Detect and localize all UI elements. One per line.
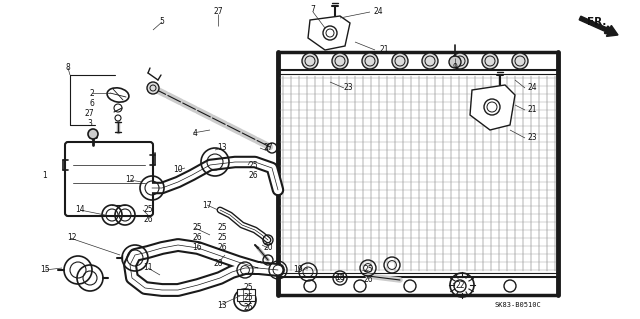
Text: 25: 25 [248, 160, 258, 169]
Text: 20: 20 [263, 243, 273, 253]
Text: SK83-B0510C: SK83-B0510C [495, 302, 541, 308]
Text: 25: 25 [363, 265, 373, 275]
Text: 26: 26 [217, 243, 227, 253]
Text: 26: 26 [243, 303, 253, 313]
Text: 12: 12 [125, 175, 135, 184]
Circle shape [332, 53, 348, 69]
Text: 27: 27 [84, 108, 94, 117]
Text: 12: 12 [67, 234, 77, 242]
Text: 16: 16 [192, 243, 202, 253]
Text: 25: 25 [143, 205, 153, 214]
Polygon shape [308, 16, 350, 50]
Text: 27: 27 [213, 8, 223, 17]
Text: 24: 24 [527, 84, 537, 93]
Text: 4: 4 [193, 129, 197, 137]
Text: 24: 24 [373, 8, 383, 17]
Text: 18: 18 [335, 273, 345, 283]
Circle shape [482, 53, 498, 69]
Circle shape [362, 53, 378, 69]
Text: 22: 22 [455, 280, 465, 290]
Circle shape [147, 82, 159, 94]
Text: 1: 1 [43, 170, 47, 180]
Text: 28: 28 [213, 258, 223, 268]
Text: 13: 13 [217, 300, 227, 309]
Text: 17: 17 [202, 201, 212, 210]
Text: 25: 25 [243, 284, 253, 293]
Circle shape [422, 53, 438, 69]
Text: 26: 26 [143, 216, 153, 225]
Text: 19: 19 [293, 265, 303, 275]
Text: 21: 21 [527, 106, 537, 115]
Text: 23: 23 [343, 84, 353, 93]
Circle shape [302, 53, 318, 69]
Text: 14: 14 [75, 205, 85, 214]
Circle shape [449, 56, 461, 68]
Text: 23: 23 [527, 133, 537, 143]
Text: 26: 26 [192, 234, 202, 242]
Text: 3: 3 [88, 118, 92, 128]
Text: 2: 2 [90, 88, 94, 98]
Text: 26: 26 [363, 276, 373, 285]
Circle shape [512, 53, 528, 69]
Text: 25: 25 [192, 224, 202, 233]
Text: 25: 25 [243, 293, 253, 302]
Text: 6: 6 [90, 99, 95, 108]
Text: 27: 27 [263, 144, 273, 152]
Circle shape [88, 129, 98, 139]
Circle shape [452, 53, 468, 69]
Text: 10: 10 [173, 166, 183, 174]
Text: 25: 25 [217, 234, 227, 242]
FancyBboxPatch shape [65, 142, 153, 216]
Text: 21: 21 [380, 46, 388, 55]
Text: 5: 5 [159, 18, 164, 26]
Text: 26: 26 [248, 170, 258, 180]
Text: 9: 9 [452, 63, 458, 72]
Text: 11: 11 [143, 263, 153, 272]
Bar [237, 289, 255, 301]
Text: 25: 25 [217, 224, 227, 233]
FancyArrow shape [579, 16, 618, 36]
Text: 15: 15 [40, 265, 50, 275]
Text: 13: 13 [217, 144, 227, 152]
Text: 8: 8 [66, 63, 70, 72]
Text: FR.: FR. [588, 17, 607, 27]
Polygon shape [470, 85, 515, 130]
Circle shape [392, 53, 408, 69]
Ellipse shape [107, 88, 129, 102]
Text: 7: 7 [310, 5, 316, 14]
